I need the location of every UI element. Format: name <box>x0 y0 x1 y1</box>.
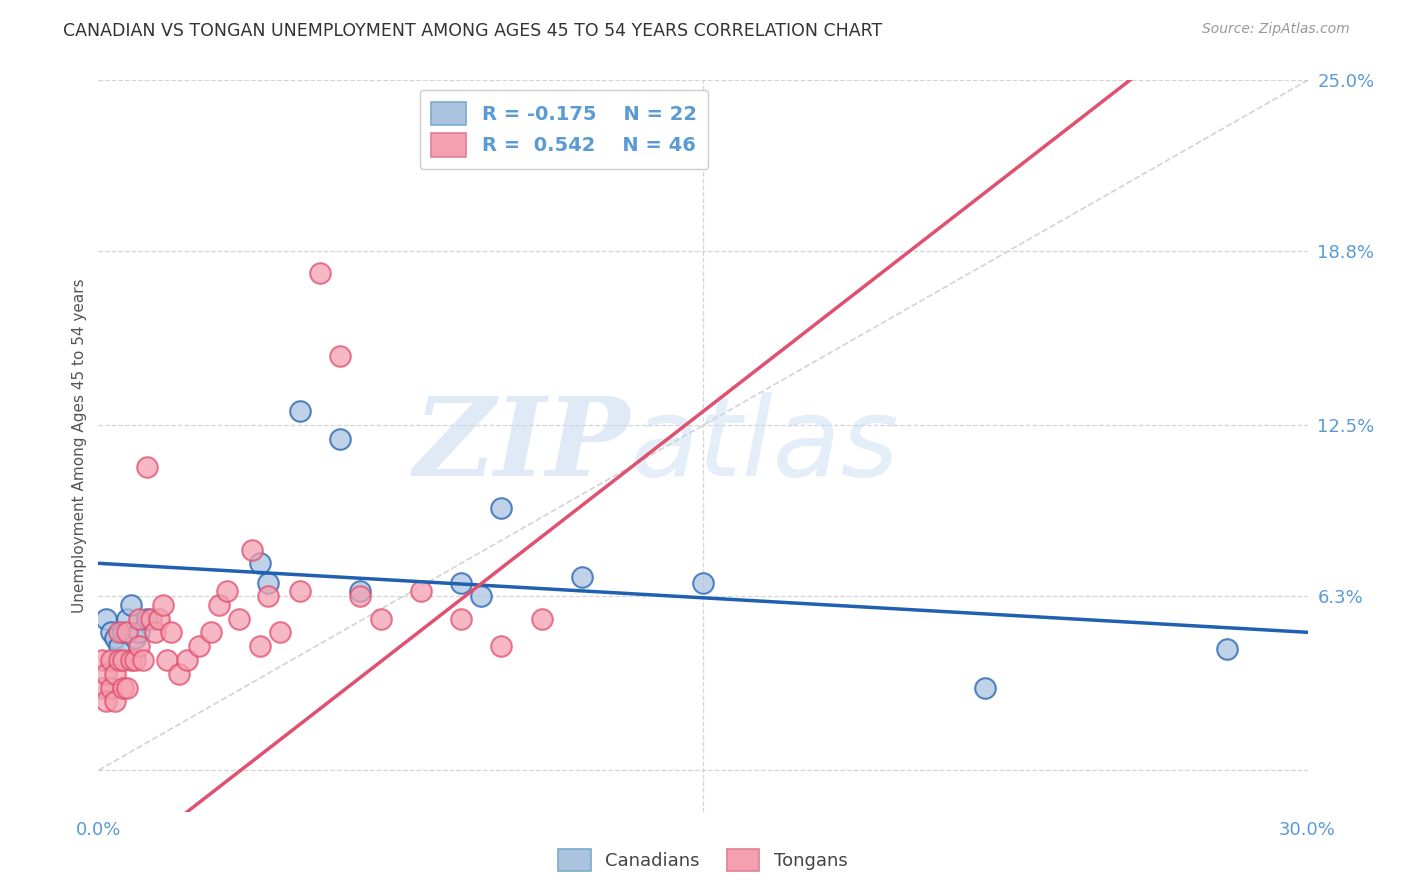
Point <box>103 631 125 645</box>
Point <box>491 639 513 653</box>
Point <box>329 432 352 446</box>
Point <box>470 590 492 604</box>
Text: ZIP: ZIP <box>413 392 630 500</box>
Point <box>269 625 291 640</box>
Legend: R = -0.175    N = 22, R =  0.542    N = 46: R = -0.175 N = 22, R = 0.542 N = 46 <box>419 90 709 169</box>
Point <box>128 639 150 653</box>
Point <box>135 459 157 474</box>
Point <box>111 681 134 695</box>
Point <box>143 625 166 640</box>
Point <box>256 590 278 604</box>
Point <box>152 598 174 612</box>
Point <box>111 653 134 667</box>
Point <box>240 542 263 557</box>
Point <box>450 575 472 590</box>
Point <box>160 625 183 640</box>
Point <box>128 611 150 625</box>
Text: Source: ZipAtlas.com: Source: ZipAtlas.com <box>1202 22 1350 37</box>
Text: CANADIAN VS TONGAN UNEMPLOYMENT AMONG AGES 45 TO 54 YEARS CORRELATION CHART: CANADIAN VS TONGAN UNEMPLOYMENT AMONG AG… <box>63 22 883 40</box>
Point <box>124 653 146 667</box>
Point <box>124 631 146 645</box>
Point <box>208 598 231 612</box>
Point <box>148 611 170 625</box>
Point <box>217 583 239 598</box>
Point <box>128 625 150 640</box>
Point <box>974 681 997 695</box>
Point <box>100 681 122 695</box>
Point <box>309 267 332 281</box>
Point <box>571 570 593 584</box>
Point <box>329 349 352 363</box>
Point <box>107 625 129 640</box>
Point <box>111 625 134 640</box>
Point <box>139 611 162 625</box>
Point <box>349 583 371 598</box>
Point <box>349 590 371 604</box>
Point <box>200 625 222 640</box>
Point <box>103 694 125 708</box>
Y-axis label: Unemployment Among Ages 45 to 54 years: Unemployment Among Ages 45 to 54 years <box>72 278 87 614</box>
Point <box>115 681 138 695</box>
Point <box>370 611 392 625</box>
Legend: Canadians, Tongans: Canadians, Tongans <box>551 842 855 879</box>
Text: atlas: atlas <box>630 392 898 500</box>
Point <box>228 611 250 625</box>
Point <box>91 653 114 667</box>
Point <box>115 625 138 640</box>
Point <box>409 583 432 598</box>
Point <box>100 625 122 640</box>
Point <box>491 501 513 516</box>
Point <box>1216 641 1239 656</box>
Point <box>188 639 211 653</box>
Point <box>115 611 138 625</box>
Point <box>249 639 271 653</box>
Point <box>91 681 114 695</box>
Point <box>288 404 311 418</box>
Point <box>176 653 198 667</box>
Point <box>96 666 118 681</box>
Point <box>132 653 155 667</box>
Point <box>120 598 142 612</box>
Point <box>135 611 157 625</box>
Point <box>450 611 472 625</box>
Point <box>100 653 122 667</box>
Point <box>107 639 129 653</box>
Point <box>288 583 311 598</box>
Point <box>156 653 179 667</box>
Point <box>256 575 278 590</box>
Point <box>530 611 553 625</box>
Point <box>103 666 125 681</box>
Point <box>107 653 129 667</box>
Point <box>120 653 142 667</box>
Point <box>167 666 190 681</box>
Point <box>96 611 118 625</box>
Point <box>96 694 118 708</box>
Point <box>692 575 714 590</box>
Point <box>249 557 271 571</box>
